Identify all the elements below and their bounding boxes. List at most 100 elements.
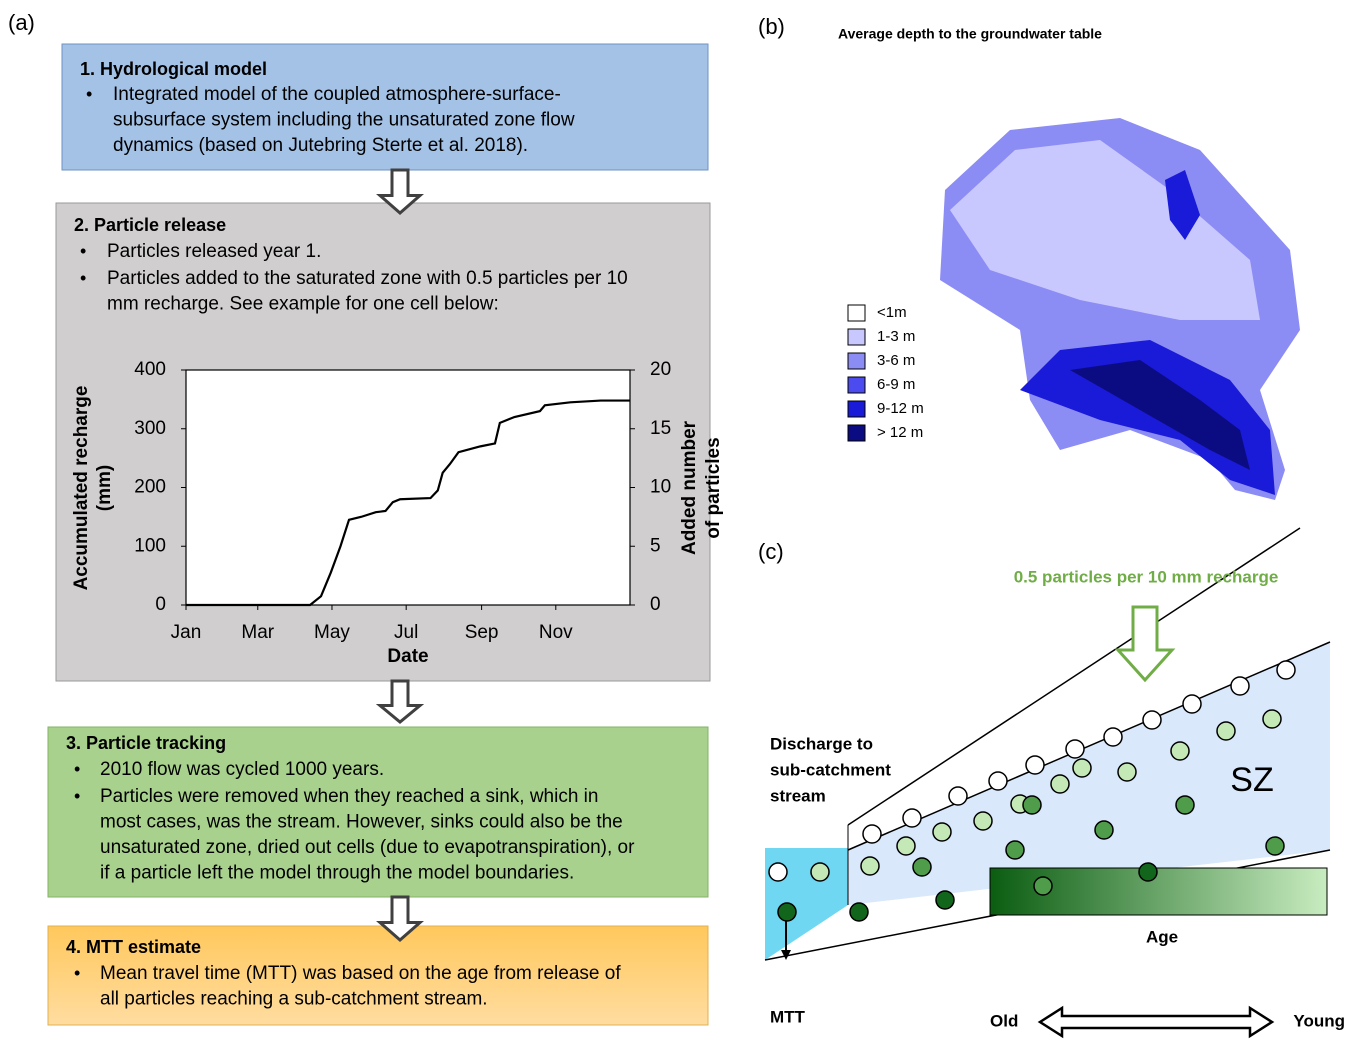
particle [1022,795,1042,815]
y2-tick-label: 20 [650,359,671,380]
y-tick-label: 300 [134,418,166,439]
x-tick-label: Sep [465,622,499,643]
particle [1025,755,1045,775]
bullet-text: dynamics (based on Jutebring Sterte et a… [113,135,528,156]
y2-tick-label: 0 [650,594,661,615]
particle [935,890,955,910]
particle [1265,836,1285,856]
box [61,43,709,171]
particle [1142,710,1162,730]
box-title: 2. Particle release [74,215,226,235]
particle [948,786,968,806]
particle [1005,840,1025,860]
age-arrow [1037,1005,1275,1039]
legend-label: > 12 m [877,424,923,441]
particle [862,824,882,844]
mtt-arrow-head [781,950,791,960]
x-tick-label: Jul [394,622,418,643]
old-label: Old [990,1011,1018,1030]
young-label: Young [1293,1011,1345,1030]
particle [988,771,1008,791]
particle [1072,758,1092,778]
legend-label: 1-3 m [877,328,915,345]
bullet: • [74,759,80,779]
x-tick-label: Jan [171,622,202,643]
y2-tick-label: 10 [650,477,671,498]
box-title: 4. MTT estimate [66,937,201,957]
bullet-text: 2010 flow was cycled 1000 years. [100,759,384,780]
bullet: • [80,241,86,261]
discharge-label: sub-catchment [770,760,891,779]
y-tick-label: 200 [134,477,166,498]
line [186,399,630,607]
map-deepest [1070,360,1250,470]
legend-swatch [847,400,866,418]
box-title: 3. Particle tracking [66,733,226,753]
map-title: Average depth to the groundwater table [838,26,1102,42]
age-label: Age [1146,927,1178,946]
bullet: • [86,84,92,104]
flow-arrow [375,679,425,724]
particle [1276,660,1296,680]
flow-arrow [376,895,424,942]
legend-swatch [847,424,866,442]
panel-label: (b) [758,14,785,39]
legend-swatch [847,304,866,322]
bullet-text: unsaturated zone, dried out cells (due t… [100,837,635,858]
bullet-text: Integrated model of the coupled atmosphe… [113,84,561,105]
panel-label: (c) [758,539,784,564]
y-axis-label: (mm) [94,465,115,511]
x-axis-label: Date [387,646,428,667]
x-tick-label: Mar [241,622,274,643]
recharge-arrow [1114,605,1176,683]
y-tick-label: 100 [134,535,166,556]
legend-label: <1m [877,304,907,321]
bullet-text: subsurface system including the unsatura… [113,110,575,131]
particle [1262,709,1282,729]
map-shallow [950,140,1260,320]
x-tick-label: May [314,622,350,643]
y2-tick-label: 15 [650,418,671,439]
particle [973,811,993,831]
particle [1175,795,1195,815]
y2-tick-label: 5 [650,535,661,556]
y-axis-label: Accumulated recharge [71,386,92,591]
particle [849,902,869,922]
particle [1182,694,1202,714]
particle [1230,676,1250,696]
particle [1138,862,1158,882]
particle [1117,762,1137,782]
map-lake [1165,170,1200,240]
bullet-text: Particles added to the saturated zone wi… [107,268,628,289]
bullet-text: if a particle left the model through the… [100,863,574,884]
box-title: 1. Hydrological model [80,59,267,79]
particle [1216,721,1236,741]
particle [1033,876,1053,896]
particle [1094,820,1114,840]
legend-swatch [847,352,866,370]
x-tick-label: Nov [539,622,573,643]
particle [912,857,932,877]
bullet-text: Mean travel time (MTT) was based on the … [100,963,621,984]
y-tick-label: 400 [134,359,166,380]
y2-axis-label: of particles [703,437,724,538]
discharge-label: Discharge to [770,734,873,753]
legend-label: 9-12 m [877,400,924,417]
bullet: • [80,268,86,288]
legend-label: 6-9 m [877,376,915,393]
bullet-text: Particles released year 1. [107,241,321,262]
zone-label: SZ [1230,761,1273,799]
water-table [847,641,1331,851]
particle [896,836,916,856]
ground-surface [847,527,1301,826]
bullet: • [74,963,80,983]
discharge-label: stream [770,786,826,805]
legend-label: 3-6 m [877,352,915,369]
bullet-text: Particles were removed when they reached… [100,786,598,807]
particle [932,822,952,842]
particle [1170,741,1190,761]
bullet-text: mm recharge. See example for one cell be… [107,294,499,315]
box [47,925,709,1026]
plot-frame [185,369,631,606]
particle [902,808,922,828]
